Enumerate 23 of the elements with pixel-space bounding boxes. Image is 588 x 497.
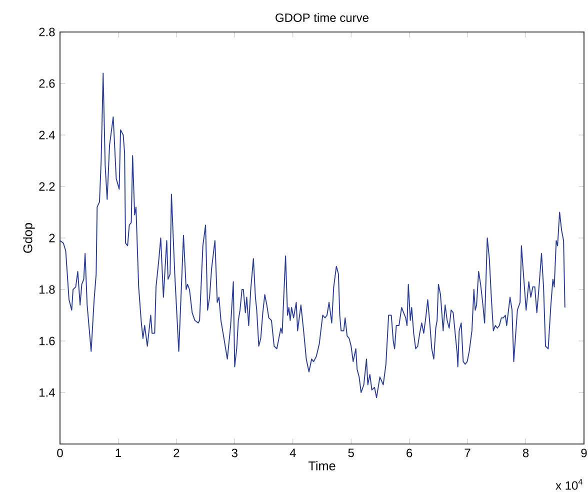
x-tick-label: 5 xyxy=(348,448,354,458)
x-tick-label: 4 xyxy=(290,448,296,457)
x-axis-title: Time xyxy=(308,461,336,470)
chart-title: GDOP time curve xyxy=(276,13,368,22)
x-tick-label: 8 xyxy=(522,448,529,458)
x-tick-label: 1 xyxy=(116,448,121,457)
y-axis-title: Gdop xyxy=(22,223,35,253)
x-tick-label: 3 xyxy=(232,448,238,458)
x-tick-label: 9 xyxy=(581,448,587,458)
x-tick-label: 6 xyxy=(406,448,412,458)
x-tick-label: 2 xyxy=(174,448,180,458)
y-tick-label: 2.4 xyxy=(39,130,55,140)
y-tick-label: 1.4 xyxy=(40,388,55,397)
y-tick-label: 2.6 xyxy=(39,79,55,88)
y-tick-label: 1.6 xyxy=(40,336,55,346)
y-tick-label: 2.2 xyxy=(39,182,55,191)
text: x 10$^{4}$ xyxy=(556,479,582,490)
x-tick-label: 0 xyxy=(57,448,63,458)
y-tick-label: 1.8 xyxy=(40,285,55,294)
line-series xyxy=(60,72,566,398)
x-tick-label: 7 xyxy=(464,448,470,457)
y-tick-label: 2 xyxy=(49,234,55,242)
y-tick-label: 2.8 xyxy=(39,28,55,36)
